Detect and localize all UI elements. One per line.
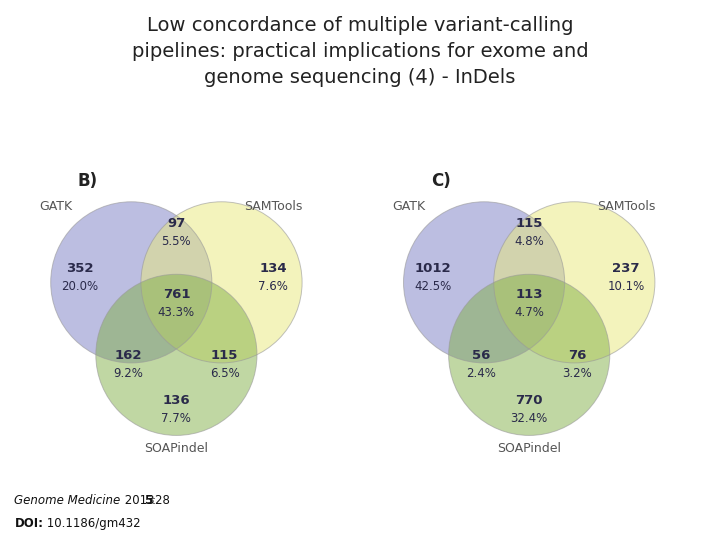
Text: 162: 162 <box>114 349 142 362</box>
Text: 10.1186/gm432: 10.1186/gm432 <box>43 517 141 530</box>
Circle shape <box>403 202 564 363</box>
Text: 5: 5 <box>144 494 152 507</box>
Text: SAMTools: SAMTools <box>597 200 655 213</box>
Text: SOAPindel: SOAPindel <box>145 442 208 455</box>
Text: 2.4%: 2.4% <box>466 367 496 380</box>
Circle shape <box>141 202 302 363</box>
Text: 115: 115 <box>211 349 238 362</box>
Text: 10.1%: 10.1% <box>607 280 644 293</box>
Text: Genome Medicine: Genome Medicine <box>14 494 121 507</box>
Text: 56: 56 <box>472 349 490 362</box>
Text: 32.4%: 32.4% <box>510 412 548 425</box>
Text: 7.6%: 7.6% <box>258 280 288 293</box>
Text: C): C) <box>431 172 451 190</box>
Circle shape <box>96 274 257 435</box>
Circle shape <box>50 202 212 363</box>
Text: 5.5%: 5.5% <box>161 235 192 248</box>
Text: :28: :28 <box>151 494 170 507</box>
Text: GATK: GATK <box>39 200 72 213</box>
Text: 770: 770 <box>516 394 543 407</box>
Circle shape <box>449 274 610 435</box>
Text: SOAPindel: SOAPindel <box>498 442 561 455</box>
Text: 134: 134 <box>259 262 287 275</box>
Text: 97: 97 <box>167 217 186 230</box>
Circle shape <box>494 202 655 363</box>
Text: 4.7%: 4.7% <box>514 306 544 319</box>
Text: Low concordance of multiple variant-calling
pipelines: practical implications fo: Low concordance of multiple variant-call… <box>132 16 588 87</box>
Text: SAMTools: SAMTools <box>244 200 302 213</box>
Text: 113: 113 <box>516 288 543 301</box>
Text: 352: 352 <box>66 262 94 275</box>
Text: 1012: 1012 <box>414 262 451 275</box>
Text: 20.0%: 20.0% <box>61 280 98 293</box>
Text: 761: 761 <box>163 288 190 301</box>
Text: 6.5%: 6.5% <box>210 367 240 380</box>
Text: GATK: GATK <box>392 200 425 213</box>
Text: 9.2%: 9.2% <box>113 367 143 380</box>
Text: B): B) <box>78 172 98 190</box>
Text: 4.8%: 4.8% <box>514 235 544 248</box>
Text: 76: 76 <box>568 349 587 362</box>
Text: DOI:: DOI: <box>14 517 43 530</box>
Text: 42.5%: 42.5% <box>414 280 451 293</box>
Text: 2013: 2013 <box>121 494 158 507</box>
Text: 115: 115 <box>516 217 543 230</box>
Text: 7.7%: 7.7% <box>161 412 192 425</box>
Text: 3.2%: 3.2% <box>562 367 593 380</box>
Text: 237: 237 <box>612 262 639 275</box>
Text: 43.3%: 43.3% <box>158 306 195 319</box>
Text: 136: 136 <box>163 394 190 407</box>
